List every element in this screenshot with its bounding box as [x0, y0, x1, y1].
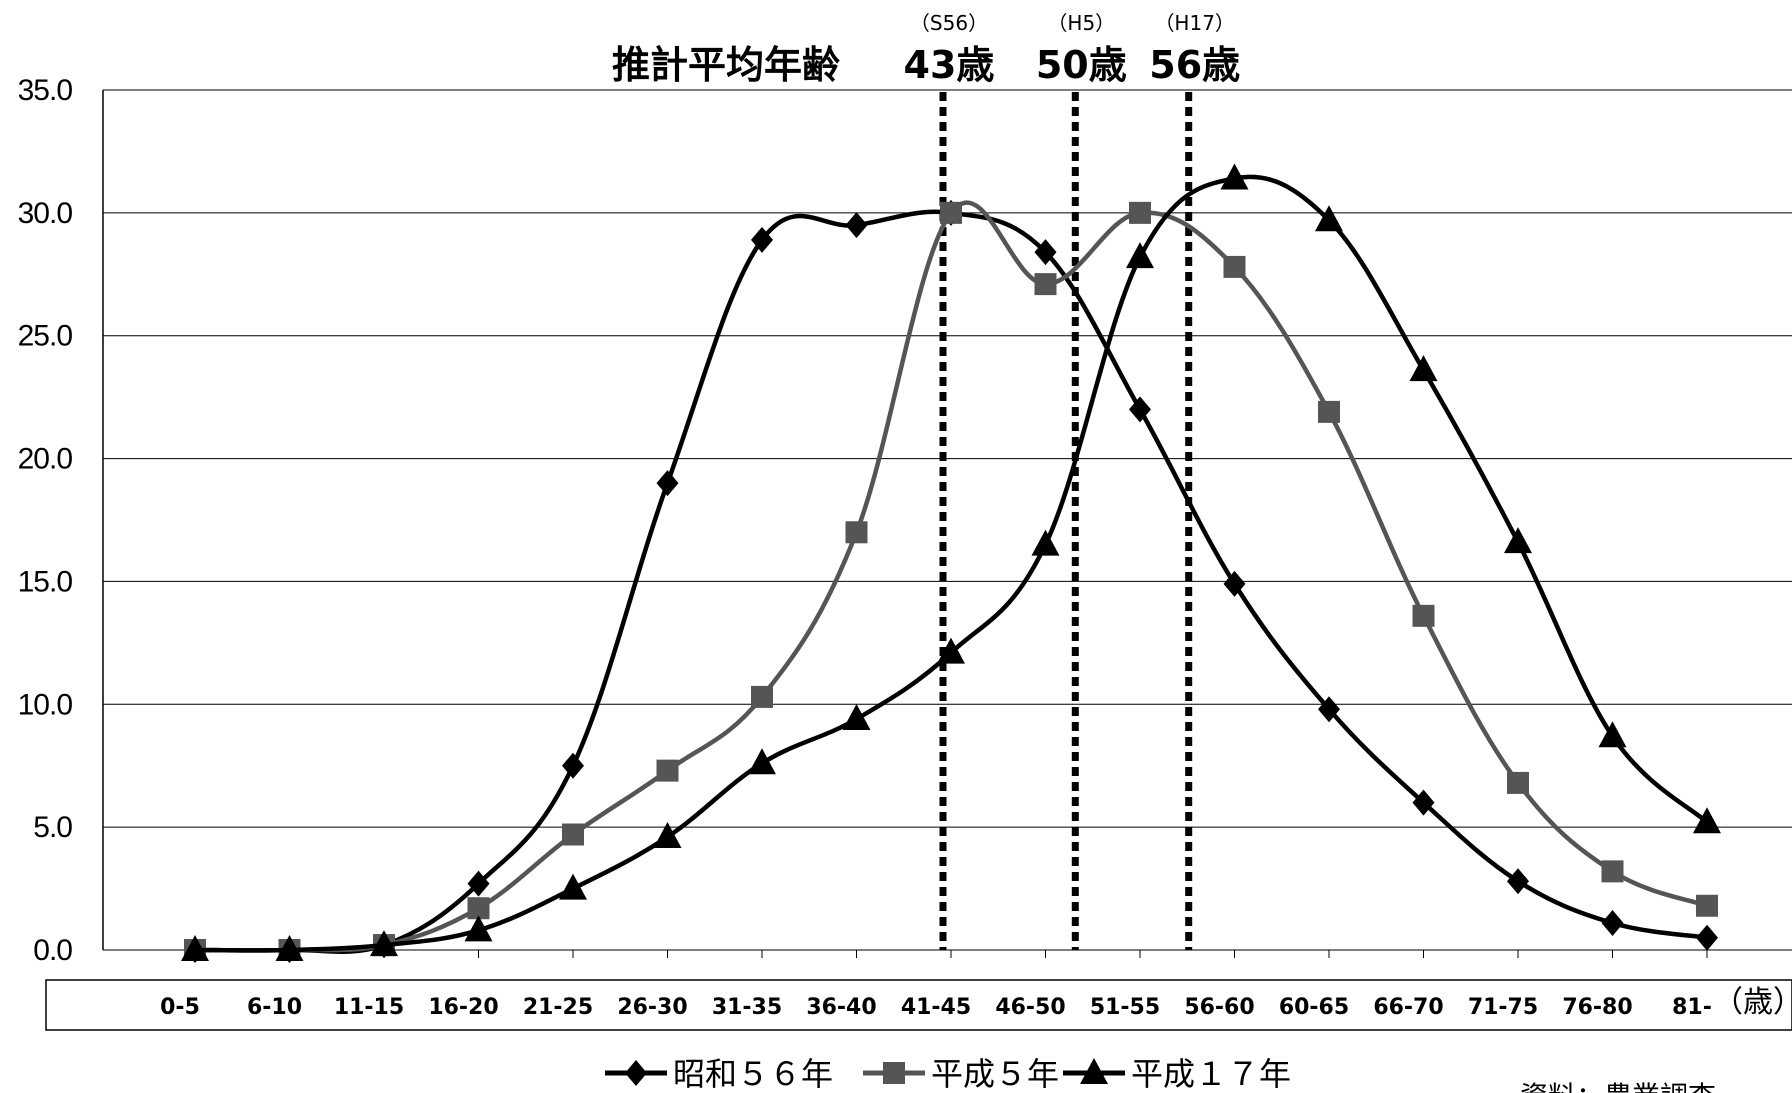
x-tick-label: 56-60 [1184, 995, 1254, 1020]
data-point-square [940, 201, 962, 224]
series-line [194, 174, 1709, 953]
data-point-diamond [656, 470, 679, 497]
legend-label: 平成１７年 [1131, 1055, 1291, 1093]
legend: 昭和５６年 平成５年 平成１７年 [605, 1055, 1291, 1093]
data-point-diamond [1318, 696, 1340, 723]
reference-era-label: （H17） [1154, 11, 1235, 35]
reference-age-label: 50歳 [1036, 43, 1127, 87]
y-tick-label: 0.0 [33, 934, 72, 967]
data-point-square [1223, 255, 1246, 278]
data-point-square [1507, 771, 1529, 794]
y-tick-label: 10.0 [18, 688, 73, 721]
data-point-diamond [1412, 789, 1435, 816]
data-point-triangle [275, 935, 304, 961]
y-tick-label: 5.0 [33, 811, 72, 844]
y-tick-label: 30.0 [18, 197, 73, 230]
data-point-triangle [1504, 527, 1532, 554]
x-tick-label: 51-55 [1090, 995, 1160, 1020]
x-tick-label: 41-45 [901, 995, 971, 1020]
series-square [184, 200, 1718, 961]
legend-label: 平成５年 [931, 1055, 1059, 1093]
chart-title: 推計平均年齢 [612, 43, 840, 87]
data-point-triangle [1598, 721, 1627, 748]
data-point-triangle [464, 915, 493, 942]
data-point-triangle [937, 637, 965, 664]
x-tick-label: 31-35 [712, 995, 782, 1020]
data-point-diamond [467, 870, 490, 897]
x-tick-label: 26-30 [617, 995, 687, 1020]
x-tick-label: 16-20 [428, 995, 498, 1020]
data-point-triangle [1693, 807, 1721, 834]
x-tick-label: 0-5 [160, 995, 200, 1020]
data-point-diamond [1223, 570, 1246, 597]
x-tick-label: 11-15 [334, 995, 404, 1020]
gridlines [103, 89, 1792, 951]
x-tick-label: 60-65 [1279, 995, 1349, 1020]
data-point-triangle [1031, 529, 1060, 556]
data-point-square [1696, 894, 1718, 917]
data-point-square [751, 685, 773, 708]
data-point-square [883, 1062, 905, 1084]
legend-item: 平成５年 [863, 1055, 1059, 1093]
data-point-square [1318, 400, 1340, 423]
x-tick-label: 21-25 [523, 995, 593, 1020]
data-point-diamond [562, 752, 584, 779]
data-point-square [1129, 201, 1151, 224]
data-point-diamond [1034, 239, 1057, 266]
y-tick-label: 15.0 [18, 565, 73, 598]
reference-era-label: （H5） [1047, 11, 1115, 35]
data-point-triangle [1220, 163, 1249, 190]
y-axis: 0.0 5.0 10.0 15.0 20.0 25.0 30.0 35.0 [18, 74, 104, 967]
data-point-diamond [845, 212, 868, 239]
data-point-triangle [181, 935, 209, 961]
data-point-square [1034, 273, 1057, 296]
x-tick-label: 6-10 [247, 995, 302, 1020]
x-tick-label: 46-50 [995, 995, 1065, 1020]
data-point-triangle [1126, 242, 1154, 269]
data-point-triangle [559, 873, 587, 900]
x-tick-label: 81- [1672, 995, 1712, 1020]
reference-age-label: 56歳 [1149, 43, 1240, 87]
data-point-triangle [748, 748, 776, 775]
x-tick-label: 36-40 [806, 995, 876, 1020]
data-point-square [845, 521, 868, 544]
data-point-diamond [1601, 909, 1624, 936]
x-tick-label: 76-80 [1562, 995, 1632, 1020]
data-point-diamond [1507, 868, 1529, 895]
data-point-square [1412, 604, 1435, 627]
data-point-diamond [625, 1060, 647, 1086]
data-point-triangle [370, 930, 398, 957]
legend-item: 平成１７年 [1063, 1055, 1291, 1093]
legend-item: 昭和５６年 [605, 1055, 833, 1093]
x-axis: 0-5 6-10 11-15 16-20 21-25 26-30 31-35 36-40 41-… [160, 950, 1712, 1020]
y-tick-label: 20.0 [18, 443, 73, 476]
data-point-triangle [1080, 1058, 1108, 1084]
reference-age-label: 43歳 [904, 43, 995, 87]
data-point-diamond [1129, 396, 1151, 423]
data-point-triangle [653, 821, 682, 848]
data-point-triangle [1315, 205, 1343, 232]
data-point-square [562, 823, 584, 846]
series-line [194, 200, 1708, 953]
reference-era-label: （S56） [910, 11, 988, 35]
data-point-square [467, 897, 490, 920]
x-tick-label: 71-75 [1468, 995, 1538, 1020]
data-point-triangle [1409, 355, 1438, 382]
x-tick-label: 66-70 [1373, 995, 1443, 1020]
legend-label: 昭和５６年 [673, 1055, 833, 1093]
series-triangle [181, 163, 1721, 961]
y-tick-label: 35.0 [18, 74, 73, 107]
x-axis-label-box [45, 979, 1792, 1031]
x-axis-unit: （歳） [1713, 985, 1792, 1020]
y-tick-label: 25.0 [18, 320, 73, 353]
reference-lines: （S56） 43歳 （H5） 50歳 （H17） 56歳 [904, 11, 1240, 950]
data-point-triangle [842, 704, 871, 731]
data-point-square [656, 759, 679, 782]
data-point-square [1601, 860, 1624, 883]
source-note: 資料：農業調査 [1520, 1080, 1716, 1093]
data-point-diamond [1696, 924, 1718, 951]
series-layer [181, 163, 1721, 963]
data-point-diamond [751, 226, 773, 253]
